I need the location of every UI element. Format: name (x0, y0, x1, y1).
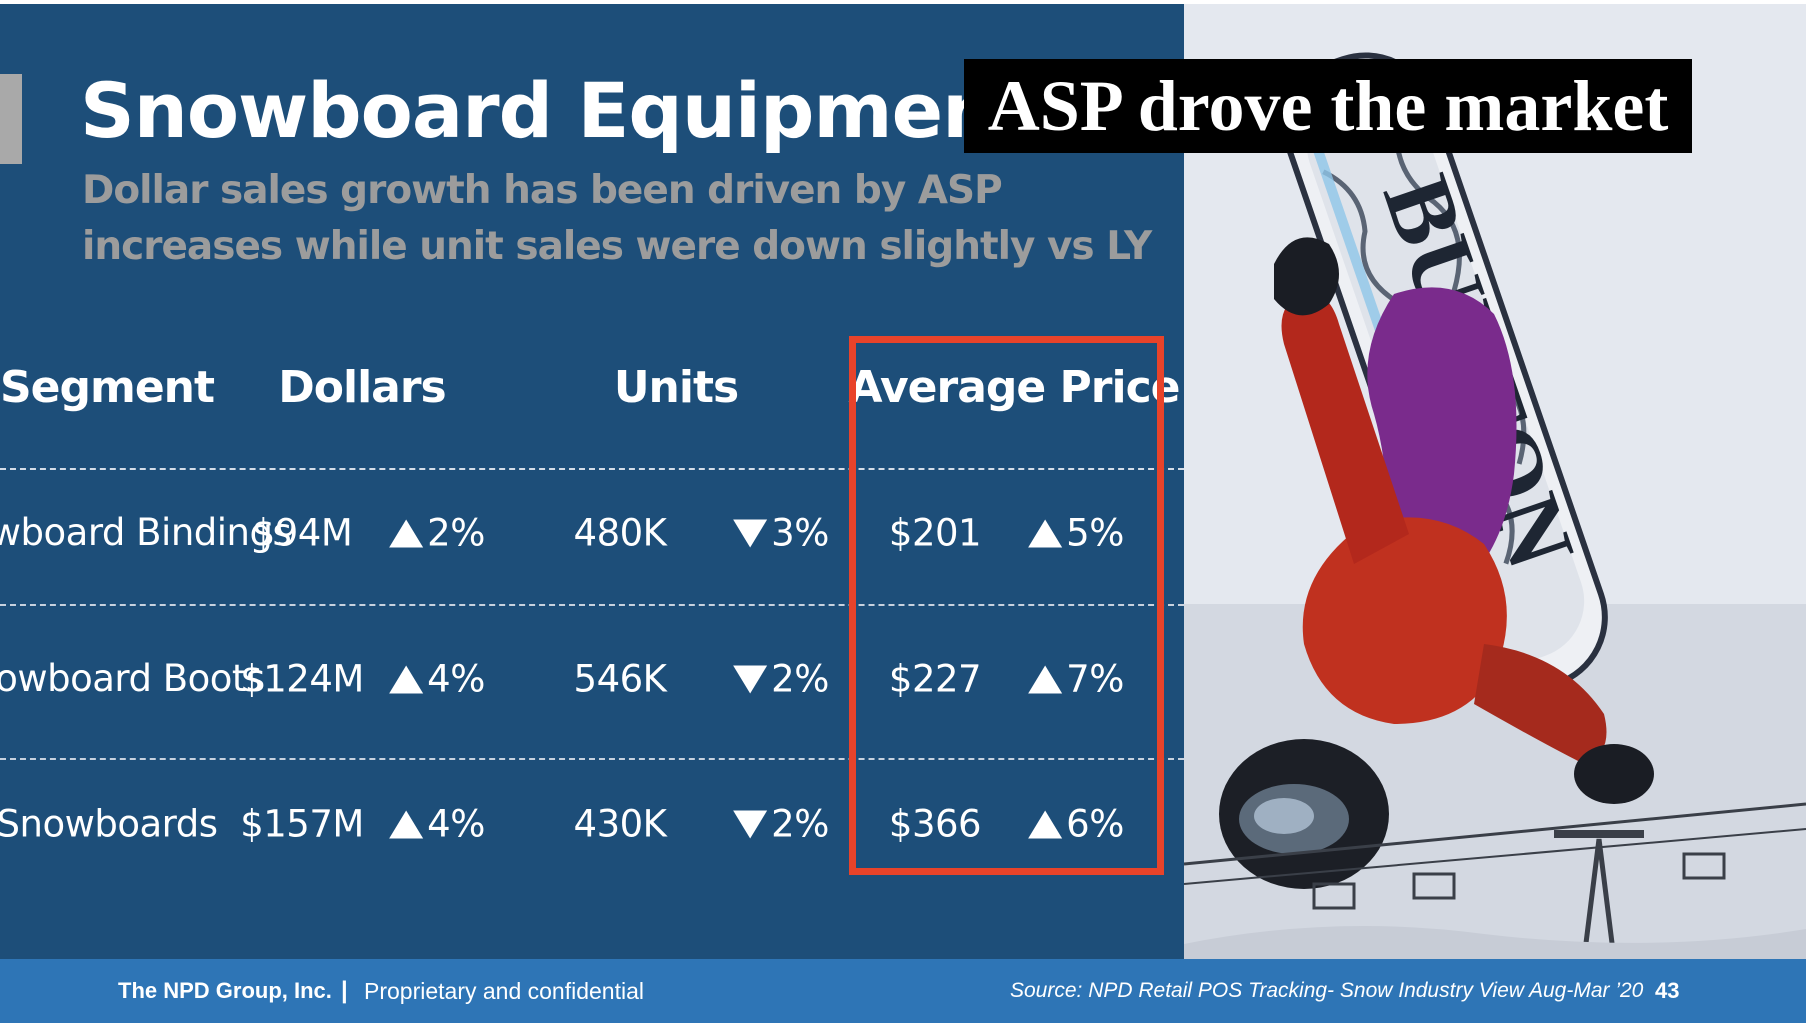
row-1-price: $201 (888, 511, 982, 555)
row-divider (0, 758, 1184, 760)
row-1-units: 480K (573, 511, 667, 555)
row-3-price-pct: 6% (1066, 802, 1124, 846)
row-1-price-pct: 5% (1066, 511, 1124, 555)
row-3-units-pct: 2% (771, 802, 829, 846)
row-3-price: $366 (888, 802, 982, 846)
callout-banner: ASP drove the market (964, 59, 1692, 153)
bottom-strip (0, 1023, 1806, 1030)
page-number: 43 (1655, 978, 1680, 1003)
row-divider (0, 604, 1184, 606)
row-2-dollars-pct: 4% (427, 657, 485, 701)
row-3-segment: Snowboards (0, 802, 218, 846)
row-1-dollars-pct: 2% (427, 511, 485, 555)
row-2-units: 546K (573, 657, 667, 701)
snowboarder-photo: BURTON (1184, 4, 1806, 959)
row-1-price-change: 5% (1028, 512, 1124, 555)
row-3-dollars: $157M (240, 802, 364, 846)
row-3-dollars-change: 4% (389, 803, 485, 846)
row-2-segment: Snowboard Boots (0, 657, 265, 700)
average-price-highlight-box (849, 336, 1164, 875)
row-1-dollars: $94M (251, 511, 353, 555)
up-arrow-icon (1028, 665, 1063, 693)
up-arrow-icon (389, 519, 424, 547)
header-average-price: Average Price (848, 362, 1180, 413)
up-arrow-icon (1028, 810, 1063, 838)
footer-source: Source: NPD Retail POS Tracking- Snow In… (1010, 979, 1644, 1002)
down-arrow-icon (733, 519, 768, 547)
row-2-price: $227 (888, 657, 982, 701)
row-2-units-pct: 2% (771, 657, 829, 701)
row-3-units: 430K (573, 802, 667, 846)
down-arrow-icon (733, 810, 768, 838)
up-arrow-icon (389, 810, 424, 838)
row-1-units-pct: 3% (771, 511, 829, 555)
row-3-price-change: 6% (1028, 803, 1124, 846)
footer-confidential: Proprietary and confidential (364, 978, 644, 1004)
header-divider (0, 468, 1184, 470)
subtitle-line-1: Dollar sales growth has been driven by A… (82, 168, 1003, 213)
content-panel (0, 4, 1184, 959)
row-1-dollars-change: 2% (389, 512, 485, 555)
header-dollars: Dollars (278, 362, 446, 413)
up-arrow-icon (389, 665, 424, 693)
row-3-dollars-pct: 4% (427, 802, 485, 846)
up-arrow-icon (1028, 519, 1063, 547)
row-3-units-change: 2% (733, 803, 829, 846)
footer-bar: The NPD Group, Inc. | Proprietary and co… (0, 959, 1806, 1023)
row-2-price-pct: 7% (1066, 657, 1124, 701)
row-1-segment: Snowboard Bindings (0, 511, 292, 554)
snowboarder-illustration: BURTON (1184, 4, 1806, 959)
header-segment: Segment (0, 362, 215, 413)
row-2-units-change: 2% (733, 658, 829, 701)
footer-separator: | (341, 977, 348, 1004)
slide-subtitle: Dollar sales growth has been driven by A… (82, 163, 1172, 275)
footer-company: The NPD Group, Inc. (118, 978, 332, 1003)
row-1-units-change: 3% (733, 512, 829, 555)
down-arrow-icon (733, 665, 768, 693)
header-units: Units (613, 362, 739, 413)
subtitle-line-2: increases while unit sales were down sli… (82, 224, 1152, 269)
row-2-dollars-change: 4% (389, 658, 485, 701)
row-2-dollars: $124M (240, 657, 364, 701)
slide-title: Snowboard Equipment (80, 66, 1032, 155)
accent-bar (0, 74, 22, 164)
row-2-price-change: 7% (1028, 658, 1124, 701)
